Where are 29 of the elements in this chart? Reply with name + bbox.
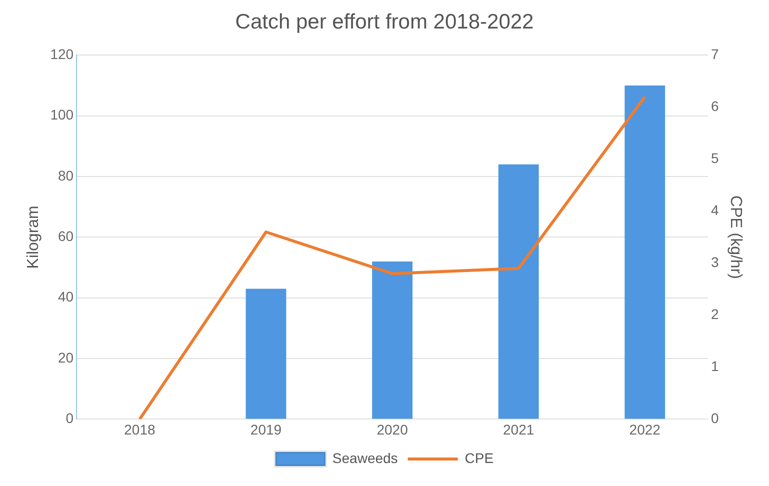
y-tick-label: 120	[50, 46, 74, 62]
x-tick-label: 2021	[503, 421, 534, 438]
y2-tick-label: 1	[711, 358, 720, 374]
legend-label: CPE	[464, 450, 494, 466]
y-tick-label: 20	[58, 349, 74, 366]
bar	[624, 86, 666, 419]
y-tick-label: 100	[50, 106, 74, 123]
y2-tick-label: 4	[711, 202, 720, 218]
y2-tick-label: 7	[711, 46, 720, 62]
chart-title: Catch per effort from 2018-2022	[235, 10, 534, 34]
y-tick-label: 40	[58, 288, 74, 305]
y2-tick-label: 0	[711, 410, 720, 426]
y2-tick-label: 5	[711, 150, 720, 166]
x-tick-label: 2019	[250, 421, 282, 438]
y2-tick-label: 2	[711, 306, 720, 322]
legend-label: Seaweeds	[332, 450, 398, 466]
y-tick-label: 60	[58, 228, 74, 244]
y2-axis-title: CPE (kg/hr)	[726, 195, 744, 279]
x-tick-label: 2020	[376, 421, 408, 438]
y2-tick-label: 6	[711, 98, 720, 114]
bar	[372, 261, 412, 419]
x-tick-label: 2022	[629, 421, 661, 438]
x-tick-label: 2018	[124, 421, 156, 438]
y-tick-label: 80	[58, 167, 74, 184]
y-tick-label: 0	[66, 410, 74, 426]
y-axis-title: Kilogram	[25, 206, 42, 269]
bar	[246, 288, 286, 419]
y2-tick-label: 3	[711, 254, 720, 270]
bar	[498, 164, 539, 419]
